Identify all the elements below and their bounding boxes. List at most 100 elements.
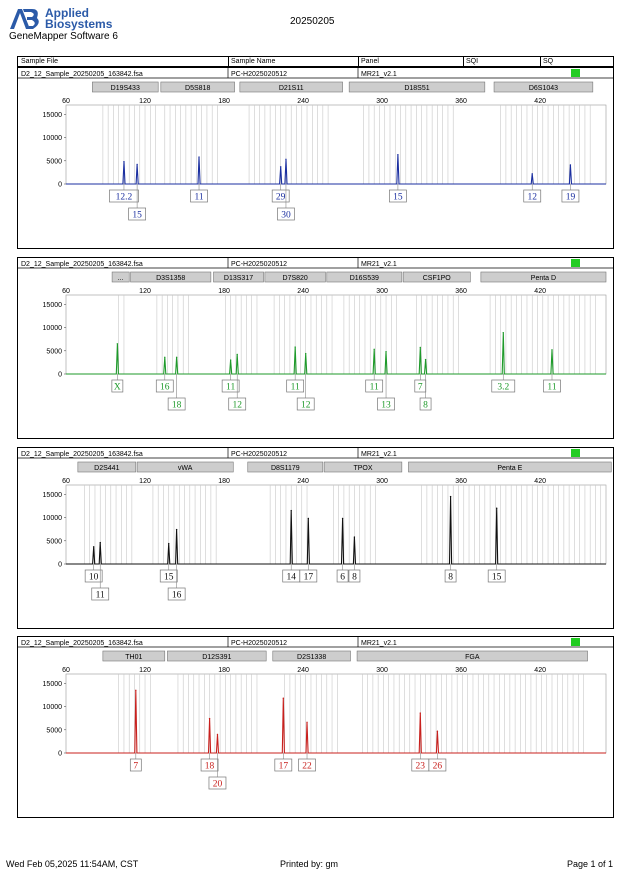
peak-point bbox=[341, 517, 344, 520]
col-sq: SQ bbox=[543, 58, 554, 65]
y-tick-label: 0 bbox=[58, 182, 62, 189]
marker-box bbox=[130, 271, 212, 283]
allele-call-label: 6 bbox=[340, 573, 345, 583]
peak-point bbox=[436, 730, 439, 732]
run-date: 20250205 bbox=[290, 16, 335, 27]
y-tick-label: 5000 bbox=[46, 727, 62, 734]
allele-call-label: 30 bbox=[281, 211, 291, 221]
peak-point bbox=[294, 346, 296, 348]
electropherogram-panel-green: D2_12_Sample_20250205_163842.fsa PC-H2025… bbox=[17, 257, 614, 439]
x-tick-label: 120 bbox=[139, 98, 151, 105]
trace-line bbox=[66, 496, 606, 565]
electropherogram-panel-blue: D2_12_Sample_20250205_163842.fsa PC-H2025… bbox=[17, 67, 614, 249]
plot-area bbox=[65, 484, 607, 565]
marker-box bbox=[247, 461, 324, 473]
allele-label-box bbox=[200, 758, 219, 772]
marker-box bbox=[111, 271, 130, 283]
allele-label-box bbox=[299, 569, 318, 583]
marker-label: D16S539 bbox=[350, 275, 379, 282]
peak-point bbox=[373, 348, 375, 351]
y-tick-label: 5000 bbox=[46, 538, 62, 545]
electropherogram-blue: D2_12_Sample_20250205_163842.fsa PC-H2025… bbox=[18, 68, 613, 221]
allele-call-label: 7 bbox=[133, 762, 138, 772]
allele-label-box bbox=[190, 189, 208, 203]
x-tick-label: 360 bbox=[455, 288, 467, 295]
col-sqi: SQI bbox=[466, 58, 479, 65]
footer-timestamp: Wed Feb 05,2025 11:54AM, CST bbox=[6, 859, 139, 869]
x-tick-label: 420 bbox=[534, 478, 546, 485]
marker-label: vWA bbox=[178, 465, 193, 472]
peak-point bbox=[99, 541, 101, 544]
allele-call-label: X bbox=[114, 383, 121, 393]
x-tick-label: 60 bbox=[62, 478, 70, 485]
quality-status-icon bbox=[571, 259, 580, 267]
peak-point bbox=[551, 349, 553, 351]
allele-label-box bbox=[296, 397, 315, 411]
quality-status-icon bbox=[571, 449, 580, 457]
panel-name-text: MR21_v2.1 bbox=[361, 640, 397, 647]
peak-point bbox=[279, 166, 282, 168]
allele-label-box bbox=[159, 569, 178, 583]
allele-label-box bbox=[228, 397, 247, 411]
allele-label-box bbox=[84, 569, 103, 583]
column-header: Sample File Sample Name Panel SQI SQ bbox=[17, 56, 614, 67]
allele-label-box bbox=[277, 207, 295, 221]
peak-point bbox=[307, 517, 310, 520]
x-tick-label: 180 bbox=[218, 478, 230, 485]
marker-label: D18S51 bbox=[404, 85, 429, 92]
x-tick-label: 240 bbox=[297, 288, 309, 295]
col-panel: Panel bbox=[361, 58, 379, 65]
allele-label-box bbox=[419, 397, 432, 411]
marker-box bbox=[264, 271, 326, 283]
x-tick-label: 420 bbox=[534, 667, 546, 674]
allele-call-label: 15 bbox=[132, 211, 142, 221]
peak-point bbox=[123, 160, 125, 163]
allele-label-box bbox=[365, 379, 384, 393]
peak-point bbox=[531, 173, 533, 175]
marker-box bbox=[356, 650, 588, 662]
allele-label-box bbox=[491, 379, 516, 393]
allele-call-label: 12 bbox=[232, 401, 242, 411]
panel-name-text: MR21_v2.1 bbox=[361, 451, 397, 458]
marker-label: FGA bbox=[465, 654, 480, 661]
marker-label: Penta D bbox=[531, 275, 556, 282]
allele-call-label: 20 bbox=[213, 780, 223, 790]
allele-label-box bbox=[155, 379, 174, 393]
applied-biosystems-logo: Applied Biosystems bbox=[9, 6, 119, 34]
marker-box bbox=[92, 81, 159, 93]
marker-box bbox=[323, 461, 403, 473]
software-name: GeneMapper Software 6 bbox=[9, 31, 118, 42]
y-tick-label: 15000 bbox=[43, 302, 63, 309]
allele-label-box bbox=[167, 397, 186, 411]
peak-point bbox=[208, 717, 211, 720]
marker-box bbox=[402, 271, 471, 283]
allele-call-label: 26 bbox=[433, 762, 443, 772]
allele-call-label: 11 bbox=[291, 383, 300, 393]
x-tick-label: 300 bbox=[376, 288, 388, 295]
trace-line bbox=[66, 154, 606, 185]
y-tick-label: 15000 bbox=[43, 492, 63, 499]
allele-call-label: 8 bbox=[423, 401, 428, 411]
x-tick-label: 360 bbox=[455, 667, 467, 674]
marker-box bbox=[213, 271, 264, 283]
x-tick-label: 240 bbox=[297, 478, 309, 485]
y-tick-label: 15000 bbox=[43, 681, 63, 688]
peak-point bbox=[502, 331, 504, 334]
sample-file-text: D2_12_Sample_20250205_163842.fsa bbox=[21, 261, 143, 268]
x-tick-label: 180 bbox=[218, 288, 230, 295]
allele-call-label: 13 bbox=[381, 401, 391, 411]
marker-label: D3S1358 bbox=[156, 275, 185, 282]
sample-name-text: PC-H2025020512 bbox=[231, 261, 287, 268]
allele-call-label: 8 bbox=[448, 573, 453, 583]
peak-point bbox=[495, 507, 498, 509]
sample-file-text: D2_12_Sample_20250205_163842.fsa bbox=[21, 640, 143, 647]
marker-label: D21S11 bbox=[279, 85, 304, 92]
allele-call-label: 11 bbox=[226, 383, 235, 393]
peak-point bbox=[175, 356, 178, 358]
x-tick-label: 360 bbox=[455, 478, 467, 485]
allele-call-label: 14 bbox=[286, 573, 296, 583]
peak-point bbox=[116, 343, 119, 345]
marker-box bbox=[136, 461, 234, 473]
x-tick-label: 120 bbox=[139, 478, 151, 485]
allele-call-label: 15 bbox=[393, 193, 403, 203]
